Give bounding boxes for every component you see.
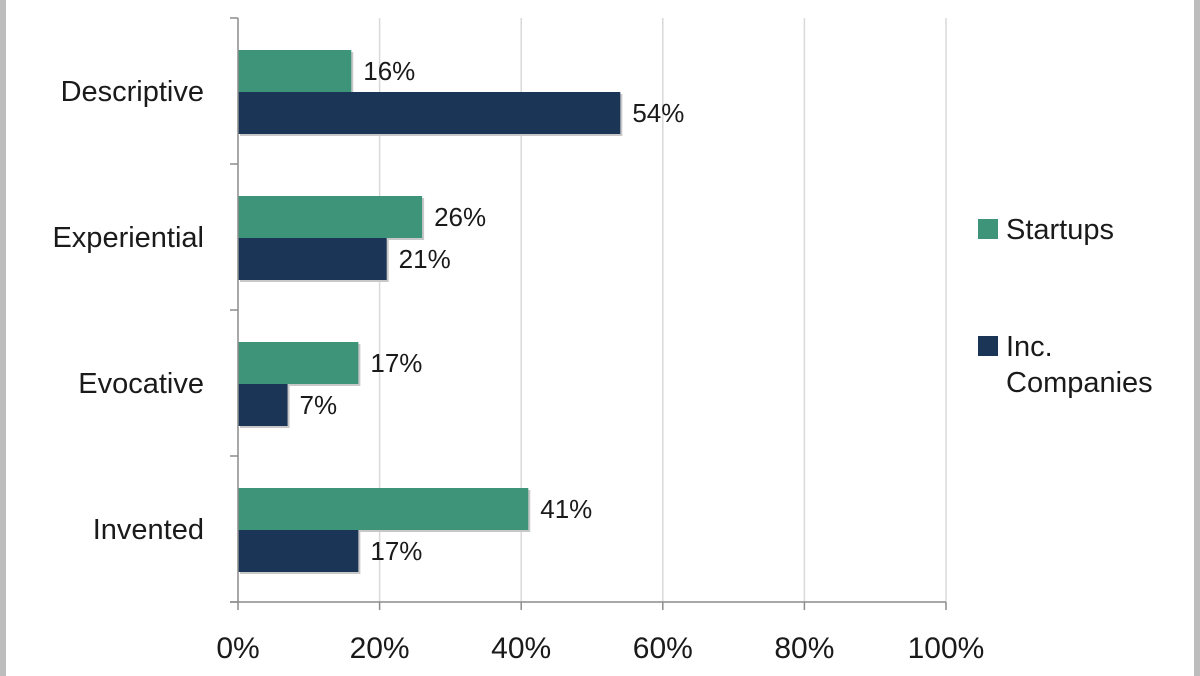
category-label: Invented — [93, 514, 204, 546]
legend-swatch-inc-companies — [978, 336, 998, 356]
data-label: 21% — [399, 244, 451, 274]
legend-label-startups: Startups — [1006, 214, 1114, 246]
bar-chart: 0% 20% 40% 60% 80% 100% 16% 54% Descriptive 26% 2… — [52, 17, 1153, 665]
x-tick-label: 0% — [216, 632, 259, 665]
legend: Startups Inc. Companies — [978, 214, 1153, 399]
x-tick-label: 100% — [908, 632, 985, 665]
data-label: 41% — [540, 494, 592, 524]
bar-startups-descriptive — [238, 50, 352, 92]
bars — [238, 50, 623, 574]
x-tick-label: 20% — [350, 632, 410, 665]
data-label: 54% — [632, 98, 684, 128]
bar-startups-evocative — [238, 342, 359, 384]
data-label: 16% — [363, 56, 415, 86]
bar-startups-experiential — [238, 196, 423, 238]
x-tick-label: 80% — [774, 632, 834, 665]
legend-label-inc-companies: Inc. Companies — [1006, 331, 1153, 399]
x-tick-label: 40% — [491, 632, 551, 665]
category-label: Evocative — [78, 368, 204, 400]
axes: 0% 20% 40% 60% 80% 100% — [216, 17, 985, 665]
category-label: Descriptive — [61, 76, 204, 108]
bar-inc-companies-invented — [238, 530, 359, 572]
data-label: 7% — [300, 390, 338, 420]
data-label: 26% — [434, 202, 486, 232]
category-label: Experiential — [52, 222, 204, 254]
data-label: 17% — [370, 348, 422, 378]
data-label: 17% — [370, 536, 422, 566]
labels: 16% 54% Descriptive 26% 21% Experiential 17% 7%… — [52, 56, 684, 566]
bar-inc-companies-experiential — [238, 238, 387, 280]
x-tick-label: 60% — [633, 632, 693, 665]
bar-startups-invented — [238, 488, 529, 530]
bar-inc-companies-descriptive — [238, 92, 621, 134]
legend-swatch-startups — [978, 219, 998, 239]
bar-inc-companies-evocative — [238, 384, 288, 426]
